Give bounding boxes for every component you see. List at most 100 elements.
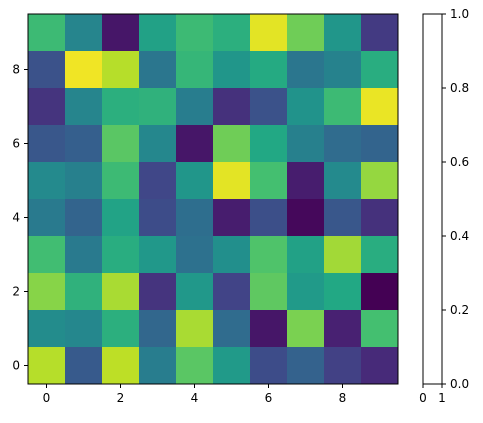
heatmap-cell (139, 125, 177, 163)
heatmap-cell (65, 14, 103, 52)
heatmap-cell (287, 125, 325, 163)
y-tick-label: 6 (12, 137, 20, 151)
heatmap-cell (139, 51, 177, 89)
heatmap-cell (361, 273, 399, 311)
heatmap-cell (287, 88, 325, 126)
heatmap-cell (287, 310, 325, 348)
heatmap-cell (287, 273, 325, 311)
colorbar-tick-label: 0.4 (450, 229, 469, 243)
heatmap-cell (324, 14, 362, 52)
heatmap-axes: 0 2 4 6 8 0 2 4 6 8 (12, 13, 399, 405)
heatmap-cell (102, 162, 140, 200)
heatmap-cell (139, 162, 177, 200)
heatmap-cell (287, 162, 325, 200)
y-tick-label: 0 (12, 359, 20, 373)
heatmap-cell (28, 162, 66, 200)
heatmap-cell (28, 14, 66, 52)
x-tick-label: 6 (265, 391, 273, 405)
colorbar-tick-label: 0.8 (450, 81, 469, 95)
heatmap-cell (250, 273, 288, 311)
heatmap-cell (361, 199, 399, 237)
heatmap-cell (287, 199, 325, 237)
heatmap-cell (361, 310, 399, 348)
colorbar-tick-label: 0.2 (450, 303, 469, 317)
colorbar-x-tick-label: 1 (438, 391, 446, 405)
heatmap-cell (250, 162, 288, 200)
colorbar-axes: 0.0 0.2 0.4 0.6 0.8 1.0 0 1 (419, 7, 469, 405)
heatmap-cell (139, 310, 177, 348)
y-tick-label: 2 (12, 285, 20, 299)
heatmap-cell (361, 162, 399, 200)
heatmap-cell (65, 273, 103, 311)
heatmap-cell (102, 236, 140, 274)
heatmap-cell (176, 14, 214, 52)
heatmap-cell (250, 347, 288, 385)
heatmap-cell (65, 236, 103, 274)
heatmap-cell (102, 14, 140, 52)
heatmap-cell (65, 88, 103, 126)
heatmap-cell (361, 88, 399, 126)
heatmap-cell (324, 310, 362, 348)
heatmap-cell (65, 310, 103, 348)
heatmap-cell (324, 88, 362, 126)
heatmap-cell (250, 51, 288, 89)
heatmap-cell (361, 236, 399, 274)
heatmap-cell (176, 162, 214, 200)
heatmap-cells (28, 14, 399, 385)
heatmap-cell (28, 51, 66, 89)
heatmap-cell (28, 88, 66, 126)
heatmap-cell (213, 236, 251, 274)
heatmap-cell (102, 273, 140, 311)
heatmap-cell (65, 347, 103, 385)
heatmap-cell (324, 162, 362, 200)
heatmap-cell (176, 236, 214, 274)
colorbar-tick-label: 1.0 (450, 7, 469, 21)
heatmap-cell (102, 347, 140, 385)
heatmap-cell (176, 273, 214, 311)
heatmap-cell (250, 88, 288, 126)
heatmap-cell (102, 125, 140, 163)
x-tick-label: 8 (339, 391, 347, 405)
heatmap-cell (287, 14, 325, 52)
heatmap-cell (28, 347, 66, 385)
heatmap-cell (176, 51, 214, 89)
colorbar-tick-label: 0.0 (450, 377, 469, 391)
heatmap-cell (324, 51, 362, 89)
colorbar-tick-label: 0.6 (450, 155, 469, 169)
heatmap-cell (139, 88, 177, 126)
heatmap-cell (28, 199, 66, 237)
x-tick-label: 2 (117, 391, 125, 405)
heatmap-cell (213, 347, 251, 385)
y-tick-label: 8 (12, 63, 20, 77)
heatmap-cell (324, 273, 362, 311)
heatmap-cell (139, 236, 177, 274)
heatmap-cell (324, 199, 362, 237)
heatmap-cell (176, 125, 214, 163)
heatmap-cell (250, 199, 288, 237)
heatmap-cell (28, 310, 66, 348)
heatmap-cell (287, 236, 325, 274)
heatmap-cell (250, 125, 288, 163)
heatmap-cell (250, 310, 288, 348)
heatmap-cell (324, 236, 362, 274)
heatmap-cell (176, 199, 214, 237)
heatmap-cell (213, 88, 251, 126)
heatmap-cell (287, 51, 325, 89)
heatmap-cell (102, 51, 140, 89)
heatmap-cell (324, 347, 362, 385)
heatmap-cell (361, 347, 399, 385)
heatmap-cell (250, 14, 288, 52)
heatmap-cell (213, 199, 251, 237)
heatmap-cell (176, 347, 214, 385)
heatmap-cell (65, 162, 103, 200)
heatmap-cell (65, 125, 103, 163)
heatmap-cell (213, 14, 251, 52)
heatmap-cell (213, 273, 251, 311)
heatmap-cell (139, 347, 177, 385)
heatmap-cell (213, 310, 251, 348)
heatmap-cell (361, 14, 399, 52)
heatmap-cell (213, 125, 251, 163)
heatmap-cell (28, 125, 66, 163)
